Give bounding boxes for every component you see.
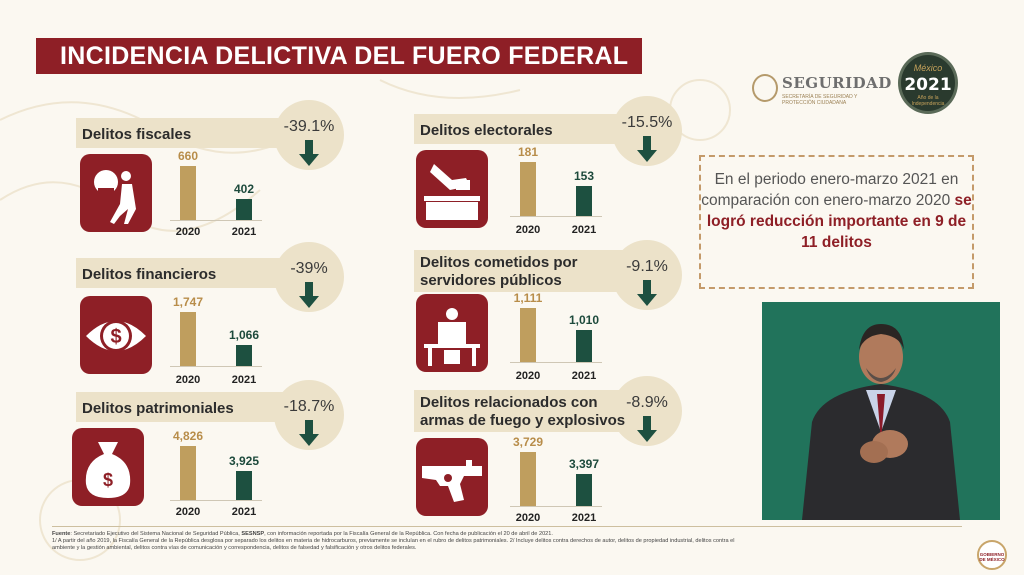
ballot-box-icon — [416, 150, 488, 228]
value-2020: 1,747 — [172, 295, 204, 309]
year-label-2021: 2021 — [571, 512, 597, 524]
svg-text:$: $ — [110, 326, 121, 348]
value-2021: 3,397 — [568, 457, 600, 471]
source-footnote: Fuente: Secretariado Ejecutivo del Siste… — [52, 531, 952, 552]
baseline — [510, 216, 602, 217]
seguridad-subtitle: SECRETARÍA DE SEGURIDAD Y PROTECCIÓN CIU… — [782, 94, 858, 106]
down-arrow-icon — [299, 140, 319, 166]
baseline — [510, 362, 602, 363]
bar-2020 — [520, 308, 536, 362]
year-label-2020: 2020 — [175, 374, 201, 386]
mexico-2021-logo: México 2021 Año de la Independencia — [898, 52, 958, 114]
value-2020: 3,729 — [512, 435, 544, 449]
bar-2020 — [180, 446, 196, 500]
value-2021: 1,010 — [568, 313, 600, 327]
sign-language-interpreter-video — [762, 302, 1000, 520]
baseline — [170, 220, 262, 221]
bar-2021 — [236, 471, 252, 500]
dollar-eye-icon: $ — [80, 296, 152, 374]
card-title: Delitos patrimoniales — [82, 400, 234, 417]
year-label-2020: 2020 — [515, 512, 541, 524]
year-label-2021: 2021 — [231, 506, 257, 518]
seguridad-name: SEGURIDAD — [782, 74, 892, 92]
footer-divider — [52, 526, 962, 527]
eagle-emblem-icon — [752, 74, 778, 102]
bar-2021 — [236, 199, 252, 220]
mexico-label: México — [913, 63, 943, 73]
year-label-2020: 2020 — [175, 506, 201, 518]
card-title: Delitos fiscales — [82, 126, 192, 143]
page-title: INCIDENCIA DELICTIVA DEL FUERO FEDERAL — [36, 38, 642, 74]
bar-2020 — [180, 166, 196, 220]
year-label-2021: 2021 — [231, 226, 257, 238]
card-title: Delitos financieros — [82, 266, 217, 283]
svg-text:$: $ — [103, 470, 113, 490]
baseline — [510, 506, 602, 507]
bar-2021 — [236, 345, 252, 366]
summary-box: En el periodo enero-marzo 2021 en compar… — [699, 155, 974, 289]
value-2021: 1,066 — [228, 328, 260, 342]
percent-change: -8.9% — [626, 394, 668, 411]
bar-2021 — [576, 330, 592, 362]
value-2020: 1,111 — [513, 291, 543, 305]
year-label: 2021 — [904, 75, 952, 95]
percent-change: -15.5% — [621, 114, 673, 131]
baseline — [170, 500, 262, 501]
percent-change: -39% — [290, 260, 328, 277]
bar-2021 — [576, 474, 592, 506]
footer-note-1: 1/ A partir del año 2019, la Fiscalía Ge… — [52, 538, 735, 544]
card-title-pill — [76, 258, 306, 288]
percent-change: -9.1% — [626, 258, 668, 275]
bar-2020 — [180, 312, 196, 366]
year-label-2021: 2021 — [231, 374, 257, 386]
card-title: Delitos cometidos por servidores público… — [420, 254, 578, 289]
percent-change: -18.7% — [283, 398, 335, 415]
year-label-2020: 2020 — [175, 226, 201, 238]
baseline — [170, 366, 262, 367]
summary-text: En el periodo enero-marzo 2021 en compar… — [701, 171, 959, 209]
percent-change: -39.1% — [283, 118, 335, 135]
card-title: Delitos relacionados con armas de fuego … — [420, 394, 626, 429]
summary-highlight: se logró reducción importante en 9 de 11… — [706, 192, 972, 251]
value-2020: 660 — [177, 149, 199, 163]
down-arrow-icon — [637, 136, 657, 162]
bar-2021 — [576, 186, 592, 216]
card-title-pill — [76, 118, 306, 148]
value-2021: 3,925 — [228, 454, 260, 468]
footer-source-bold: SESNSP — [241, 531, 265, 537]
footer-source-text-a: : Secretariado Ejecutivo del Sistema Nac… — [70, 531, 242, 537]
official-desk-icon — [416, 294, 488, 372]
seguridad-logo: SEGURIDAD SECRETARÍA DE SEGURIDAD Y PROT… — [752, 72, 891, 106]
year-label-2021: 2021 — [571, 224, 597, 236]
money-bag-thief-icon — [80, 154, 152, 232]
year-label-2020: 2020 — [515, 224, 541, 236]
revolver-icon — [416, 438, 488, 516]
value-2020: 4,826 — [172, 429, 204, 443]
bar-2020 — [520, 162, 536, 216]
value-2021: 402 — [233, 182, 255, 196]
footer-source-label: Fuente — [52, 531, 71, 537]
gobierno-badge: GOBIERNO DE MÉXICO — [977, 540, 1007, 570]
interpreter-figure — [802, 324, 960, 520]
year-label-2021: 2021 — [571, 370, 597, 382]
card-title-pill — [76, 392, 306, 422]
card-title: Delitos electorales — [420, 122, 553, 139]
down-arrow-icon — [637, 416, 657, 442]
down-arrow-icon — [299, 282, 319, 308]
down-arrow-icon — [637, 280, 657, 306]
value-2021: 153 — [573, 169, 595, 183]
year-label-2020: 2020 — [515, 370, 541, 382]
value-2020: 181 — [517, 145, 539, 159]
year-subtitle: Año de la Independencia — [911, 95, 945, 107]
down-arrow-icon — [299, 420, 319, 446]
footer-source-text-b: , con información reportada por la Fisca… — [264, 531, 553, 537]
bar-2020 — [520, 452, 536, 506]
footer-note-2: ambiente y la gestión ambiental, delitos… — [52, 545, 417, 551]
money-bag-icon: $ — [72, 428, 144, 506]
